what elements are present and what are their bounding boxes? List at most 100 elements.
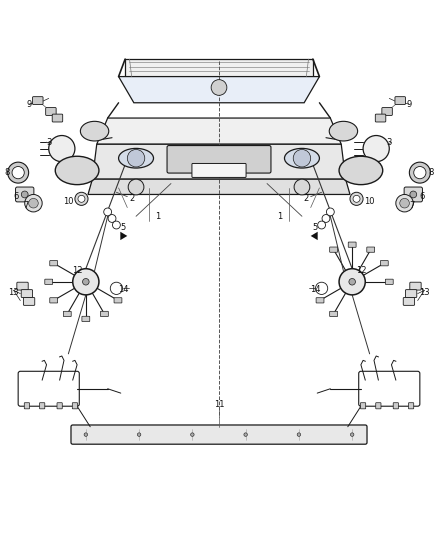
Text: 6: 6 [419,192,425,201]
Text: 5: 5 [120,223,126,232]
FancyBboxPatch shape [372,164,381,170]
Circle shape [410,191,417,198]
Text: 2: 2 [129,195,134,203]
Circle shape [21,191,28,198]
Ellipse shape [285,148,319,168]
FancyBboxPatch shape [385,279,393,285]
FancyBboxPatch shape [50,261,58,266]
Text: 8: 8 [428,168,434,177]
Circle shape [138,433,141,437]
Circle shape [108,215,116,222]
Text: 6: 6 [13,192,19,201]
Text: 5: 5 [312,223,318,232]
Circle shape [110,282,123,294]
Text: 13: 13 [419,288,430,297]
Circle shape [293,149,311,167]
Circle shape [82,279,89,285]
FancyBboxPatch shape [57,164,66,170]
Circle shape [353,195,360,203]
FancyBboxPatch shape [64,311,71,317]
Circle shape [396,195,413,212]
FancyBboxPatch shape [15,187,34,202]
FancyBboxPatch shape [393,403,399,409]
Ellipse shape [81,122,109,141]
Text: 14: 14 [310,285,320,294]
Circle shape [49,135,75,161]
Circle shape [414,166,426,179]
FancyBboxPatch shape [167,146,271,173]
FancyBboxPatch shape [57,403,62,409]
FancyBboxPatch shape [360,403,366,409]
FancyBboxPatch shape [114,298,122,303]
Polygon shape [125,59,313,77]
Circle shape [25,195,42,212]
Text: 10: 10 [63,197,74,206]
FancyBboxPatch shape [100,311,108,317]
Circle shape [297,433,300,437]
Circle shape [73,269,99,295]
FancyBboxPatch shape [409,403,414,409]
FancyBboxPatch shape [395,96,406,104]
Circle shape [127,149,145,167]
Circle shape [322,215,330,222]
FancyBboxPatch shape [24,403,29,409]
Ellipse shape [329,122,357,141]
FancyBboxPatch shape [17,282,28,290]
FancyBboxPatch shape [46,108,56,116]
FancyBboxPatch shape [406,289,417,297]
Ellipse shape [339,156,383,184]
Polygon shape [311,232,318,240]
FancyBboxPatch shape [316,298,324,303]
Circle shape [84,433,88,437]
Polygon shape [120,232,127,240]
FancyBboxPatch shape [21,289,32,297]
Circle shape [28,198,38,208]
Text: 1: 1 [278,212,283,221]
Text: 14: 14 [118,285,128,294]
Text: 9: 9 [26,100,32,109]
Circle shape [339,269,365,295]
Text: 7: 7 [409,201,415,210]
Circle shape [104,208,112,216]
FancyBboxPatch shape [367,247,374,252]
FancyBboxPatch shape [404,187,423,202]
FancyBboxPatch shape [376,403,381,409]
Ellipse shape [55,156,99,184]
FancyBboxPatch shape [330,311,338,317]
Text: 12: 12 [356,266,366,276]
FancyBboxPatch shape [45,279,53,285]
FancyBboxPatch shape [410,282,421,290]
FancyBboxPatch shape [403,297,415,305]
FancyBboxPatch shape [72,403,78,409]
FancyBboxPatch shape [380,261,388,266]
Text: 3: 3 [387,138,392,147]
Polygon shape [119,77,319,103]
FancyBboxPatch shape [39,403,45,409]
Polygon shape [88,179,350,195]
Circle shape [294,179,310,195]
Polygon shape [92,144,346,179]
Circle shape [75,192,88,205]
Circle shape [8,162,28,183]
Circle shape [315,282,328,294]
FancyBboxPatch shape [330,247,338,252]
FancyBboxPatch shape [348,242,356,247]
Circle shape [113,221,120,229]
Text: 7: 7 [23,201,29,210]
Text: 12: 12 [72,266,82,276]
Circle shape [350,192,363,205]
FancyBboxPatch shape [71,425,367,444]
Circle shape [211,79,227,95]
FancyBboxPatch shape [82,316,90,321]
FancyBboxPatch shape [32,96,43,104]
FancyBboxPatch shape [52,114,63,122]
FancyBboxPatch shape [375,114,386,122]
Text: 2: 2 [304,195,309,203]
Text: 10: 10 [364,197,375,206]
Circle shape [318,221,325,229]
Text: 9: 9 [406,100,412,109]
Text: 3: 3 [46,138,51,147]
FancyBboxPatch shape [23,297,35,305]
FancyBboxPatch shape [50,298,58,303]
Circle shape [410,162,430,183]
